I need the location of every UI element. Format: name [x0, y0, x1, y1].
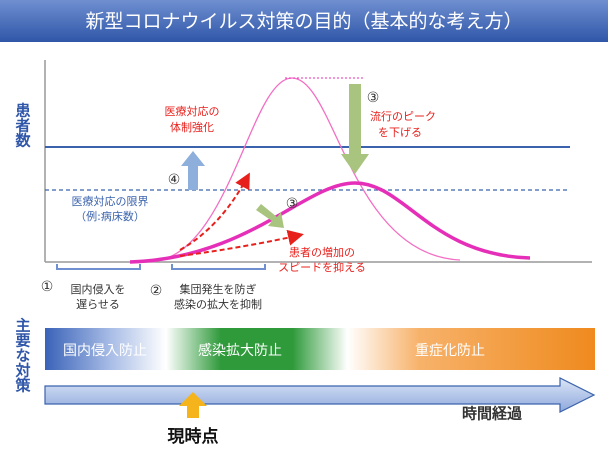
annotation: 医療対応の [165, 104, 220, 118]
step-text: 遅らせる [76, 298, 120, 311]
annotation: 体制強化 [170, 120, 214, 134]
step-number: ③ [367, 90, 380, 106]
title: 新型コロナウイルス対策の目的（基本的な考え方） [85, 11, 522, 33]
bracket [56, 264, 141, 270]
annotation: （例:病床数） [75, 209, 145, 223]
step-number: ② [150, 283, 163, 299]
header-bar [0, 0, 608, 42]
phase: 重症化防止 [415, 343, 485, 359]
annotation: 医療対応の限界 [72, 194, 149, 208]
bracket [171, 264, 266, 270]
annotation: を下げる [378, 126, 422, 139]
slow-arrow [256, 204, 284, 228]
step-number: ③ [286, 196, 299, 212]
annotation: スピードを抑える [278, 260, 366, 274]
step-text: 国内侵入を [71, 282, 126, 296]
now-arrow [179, 392, 207, 418]
phase: 国内侵入防止 [63, 342, 147, 359]
uncontrolled-curve [149, 77, 461, 263]
measures-label: 主要な対策 [14, 317, 32, 394]
strengthen-arrow [181, 151, 205, 190]
annotation: 流行のピーク [370, 110, 436, 123]
measures-bar [45, 328, 595, 370]
controlled-curve [129, 181, 531, 264]
annotation: 患者の増加の [289, 246, 355, 259]
now-label: 現時点 [168, 426, 219, 447]
step-text: 集団発生を防ぎ [180, 282, 257, 296]
step-number: ④ [168, 172, 181, 188]
step-text: 感染の拡大を抑制 [174, 297, 262, 311]
red-arrow [179, 229, 304, 257]
y-axis-label: 患者数 [14, 102, 32, 149]
red-arrow [179, 172, 250, 251]
phase: 感染拡大防止 [198, 342, 282, 359]
time-label: 時間経過 [462, 405, 522, 423]
peak-down-arrow [341, 84, 369, 174]
step-number: ① [41, 279, 54, 295]
